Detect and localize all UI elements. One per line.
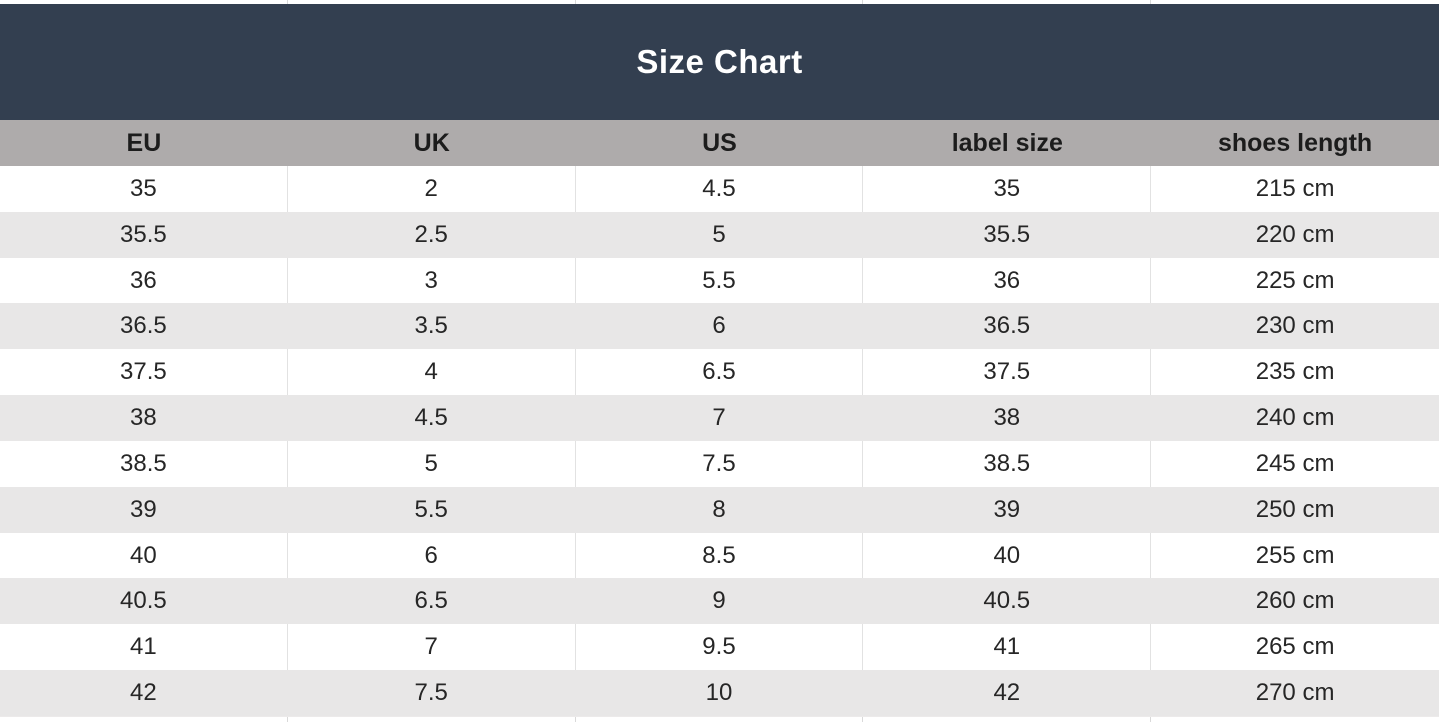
- sliver-cell: [576, 0, 864, 4]
- table-cell: 8: [712, 495, 726, 523]
- table-cell: 4: [288, 349, 576, 396]
- table-cell: 42: [993, 679, 1021, 707]
- sliver-cell: [1151, 0, 1439, 4]
- table-cell: 35.5: [983, 220, 1031, 248]
- table-cell: 35: [863, 166, 1152, 212]
- table-cell: 39: [993, 495, 1021, 523]
- bottom-row-sliver: [0, 716, 1439, 722]
- table-cell: 7.5: [576, 440, 864, 487]
- table-cell: 7: [288, 624, 576, 671]
- table-cell: 6: [288, 532, 576, 579]
- table-row: 39 5.5 8 39 250 cm: [0, 486, 1439, 533]
- table-cell: 38: [130, 404, 157, 432]
- table-body: 35 2 4.5 35 215 cm 35.5 2.5 5 35.5 220 cm 36 3 5.5 36…: [0, 166, 1439, 716]
- table-cell: 10: [705, 679, 733, 707]
- column-header-uk: UK: [413, 128, 450, 157]
- table-cell: 245 cm: [1255, 449, 1335, 477]
- sliver-cell: [0, 0, 288, 4]
- table-cell: 40.5: [120, 587, 167, 615]
- table-cell: 37.5: [0, 349, 288, 396]
- table-cell: 3.5: [414, 312, 448, 340]
- table-cell: 36: [863, 257, 1152, 304]
- table-row: 35.5 2.5 5 35.5 220 cm: [0, 211, 1439, 258]
- table-cell: 9.5: [576, 624, 864, 671]
- table-cell: 230 cm: [1255, 312, 1335, 340]
- table-row: 40 6 8.5 40 255 cm: [0, 532, 1439, 579]
- table-cell: 35: [0, 166, 288, 212]
- table-row: 36 3 5.5 36 225 cm: [0, 257, 1439, 304]
- table-cell: 40: [0, 532, 288, 579]
- table-row: 38.5 5 7.5 38.5 245 cm: [0, 440, 1439, 487]
- table-cell: 37.5: [863, 349, 1152, 396]
- table-row: 41 7 9.5 41 265 cm: [0, 624, 1439, 671]
- column-header-us: US: [702, 128, 737, 157]
- table-cell: 250 cm: [1255, 495, 1335, 523]
- table-cell: 220 cm: [1255, 220, 1335, 248]
- table-row: 36.5 3.5 6 36.5 230 cm: [0, 303, 1439, 350]
- table-cell: 38: [993, 404, 1021, 432]
- page-title: Size Chart: [636, 43, 803, 80]
- table-cell: 215 cm: [1255, 174, 1335, 202]
- sliver-cell: [288, 0, 576, 4]
- table-header-row: EU UK US label size shoes length: [0, 120, 1439, 166]
- table-cell: 5.5: [576, 257, 864, 304]
- table-cell: 270 cm: [1255, 679, 1335, 707]
- table-cell: 4.5: [414, 404, 448, 432]
- sliver-cell: [288, 717, 576, 722]
- title-bar: Size Chart: [0, 4, 1439, 120]
- table-cell: 5.5: [414, 495, 448, 523]
- column-header-eu: EU: [126, 128, 162, 157]
- table-cell: 6.5: [414, 587, 448, 615]
- table-cell: 41: [0, 624, 288, 671]
- table-cell: 3: [288, 257, 576, 304]
- sliver-cell: [863, 717, 1152, 722]
- table-row: 40.5 6.5 9 40.5 260 cm: [0, 578, 1439, 625]
- table-row: 38 4.5 7 38 240 cm: [0, 395, 1439, 441]
- table-cell: 225 cm: [1255, 266, 1335, 294]
- table-cell: 38.5: [863, 440, 1152, 487]
- table-cell: 40: [863, 532, 1152, 579]
- table-row: 35 2 4.5 35 215 cm: [0, 166, 1439, 212]
- table-cell: 5: [712, 220, 726, 248]
- table-cell: 235 cm: [1255, 358, 1335, 386]
- column-header-shoes-length: shoes length: [1217, 128, 1373, 157]
- table-row: 42 7.5 10 42 270 cm: [0, 670, 1439, 716]
- table-cell: 255 cm: [1255, 541, 1335, 569]
- table-cell: 36.5: [983, 312, 1031, 340]
- table-cell: 2.5: [414, 220, 448, 248]
- table-cell: 41: [863, 624, 1152, 671]
- table-cell: 240 cm: [1255, 404, 1335, 432]
- table-cell: 38.5: [0, 440, 288, 487]
- table-cell: 36.5: [120, 312, 167, 340]
- table-cell: 2: [288, 166, 576, 212]
- sliver-cell: [576, 717, 864, 722]
- table-cell: 40.5: [983, 587, 1031, 615]
- sliver-cell: [1151, 717, 1439, 722]
- top-row-sliver: [0, 0, 1439, 4]
- table-cell: 36: [0, 257, 288, 304]
- table-cell: 7: [712, 404, 726, 432]
- table-cell: 260 cm: [1255, 587, 1335, 615]
- sliver-cell: [0, 717, 288, 722]
- table-cell: 35.5: [120, 220, 167, 248]
- table-cell: 39: [130, 495, 157, 523]
- table-cell: 8.5: [576, 532, 864, 579]
- table-cell: 7.5: [414, 679, 448, 707]
- table-cell: 265 cm: [1255, 633, 1335, 661]
- column-header-label-size: label size: [951, 128, 1063, 157]
- sliver-cell: [863, 0, 1152, 4]
- table-cell: 6: [712, 312, 726, 340]
- table-cell: 5: [288, 440, 576, 487]
- table-cell: 4.5: [576, 166, 864, 212]
- table-row: 37.5 4 6.5 37.5 235 cm: [0, 349, 1439, 396]
- table-cell: 42: [130, 679, 157, 707]
- table-cell: 9: [712, 587, 726, 615]
- table-cell: 6.5: [576, 349, 864, 396]
